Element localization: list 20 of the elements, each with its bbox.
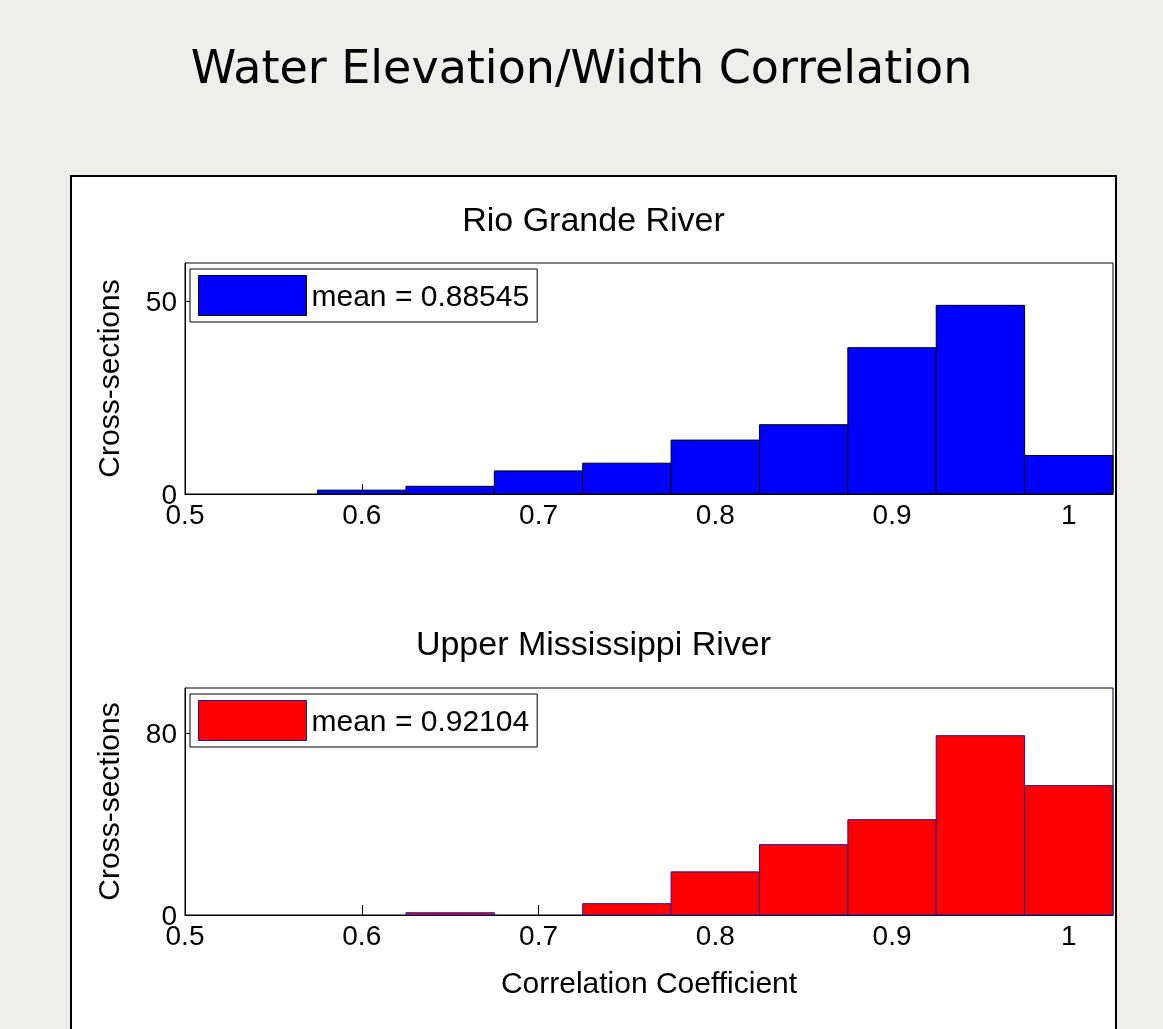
y-axis-title: Cross-sections: [91, 279, 125, 478]
x-tick-label: 0.9: [872, 498, 912, 530]
x-tick-label: 0.7: [519, 498, 558, 530]
x-tick-label: 1: [1061, 498, 1077, 530]
legend-label: mean = 0.92104: [311, 704, 530, 737]
text: Water Elevation/Width Correlation: [189, 40, 974, 94]
x-tick-label: 0.8: [695, 498, 735, 530]
y-tick-label: 80: [145, 717, 177, 749]
chart-title: Rio Grande River: [462, 200, 725, 238]
x-tick-label: 1: [1061, 919, 1077, 951]
x-axis-title: Correlation Coefficient: [500, 965, 798, 999]
y-tick-label: 50: [145, 286, 177, 317]
x-tick-label: 0.8: [695, 919, 735, 951]
y-axis-title: Cross-sections: [91, 702, 125, 901]
x-tick-label: 0.9: [872, 919, 912, 951]
x-tick-label: 0.6: [342, 919, 382, 951]
x-tick-label: 0.6: [342, 498, 382, 530]
legend-label: mean = 0.88545: [311, 279, 530, 312]
x-tick-label: 0.7: [519, 919, 558, 951]
chart-title: Upper Mississippi River: [415, 624, 772, 662]
